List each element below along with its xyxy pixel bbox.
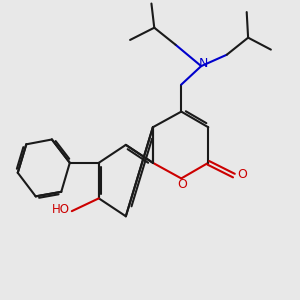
Text: N: N [199, 57, 208, 70]
Text: O: O [238, 168, 248, 181]
Text: HO: HO [52, 203, 70, 216]
Text: O: O [177, 178, 187, 191]
